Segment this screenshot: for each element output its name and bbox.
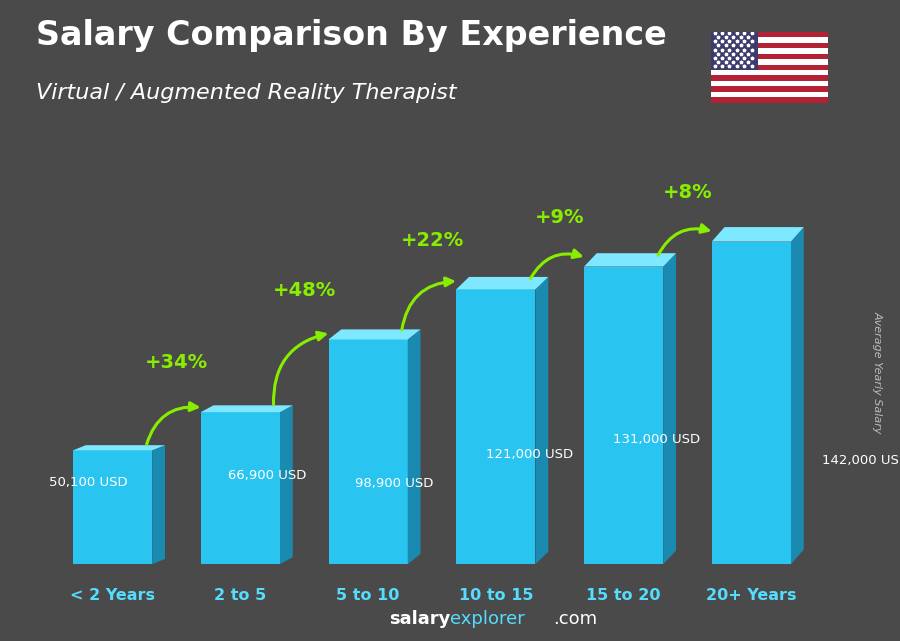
Polygon shape bbox=[456, 289, 536, 564]
Polygon shape bbox=[712, 227, 804, 242]
Bar bbox=[711, 76, 828, 81]
Polygon shape bbox=[328, 340, 408, 564]
Text: salary: salary bbox=[389, 610, 450, 628]
Polygon shape bbox=[201, 405, 292, 412]
Text: Salary Comparison By Experience: Salary Comparison By Experience bbox=[36, 19, 667, 52]
Bar bbox=[711, 37, 828, 43]
Text: +8%: +8% bbox=[662, 183, 712, 202]
Polygon shape bbox=[328, 329, 420, 340]
Text: < 2 Years: < 2 Years bbox=[70, 588, 155, 603]
Polygon shape bbox=[201, 412, 280, 564]
Text: explorer: explorer bbox=[450, 610, 525, 628]
Bar bbox=[711, 87, 828, 92]
Polygon shape bbox=[536, 277, 548, 564]
Text: 15 to 20: 15 to 20 bbox=[587, 588, 661, 603]
Text: +34%: +34% bbox=[145, 353, 208, 372]
Text: Average Yearly Salary: Average Yearly Salary bbox=[872, 310, 883, 433]
Polygon shape bbox=[663, 253, 676, 564]
Polygon shape bbox=[73, 445, 165, 451]
Polygon shape bbox=[408, 329, 420, 564]
Text: Virtual / Augmented Reality Therapist: Virtual / Augmented Reality Therapist bbox=[36, 83, 456, 103]
Text: 121,000 USD: 121,000 USD bbox=[486, 447, 572, 461]
Text: +48%: +48% bbox=[273, 281, 336, 300]
Text: 131,000 USD: 131,000 USD bbox=[614, 433, 700, 445]
Text: .com: .com bbox=[554, 610, 598, 628]
Text: +22%: +22% bbox=[400, 231, 464, 249]
Polygon shape bbox=[456, 277, 548, 289]
Text: 66,900 USD: 66,900 USD bbox=[228, 469, 306, 483]
Polygon shape bbox=[280, 405, 292, 564]
Bar bbox=[711, 65, 828, 70]
Bar bbox=[711, 59, 828, 65]
Text: 50,100 USD: 50,100 USD bbox=[49, 476, 128, 488]
Bar bbox=[711, 32, 758, 70]
Polygon shape bbox=[584, 253, 676, 267]
Bar bbox=[711, 92, 828, 97]
Bar bbox=[711, 81, 828, 87]
Bar bbox=[711, 97, 828, 103]
Polygon shape bbox=[152, 445, 165, 564]
Bar bbox=[711, 43, 828, 48]
Text: 98,900 USD: 98,900 USD bbox=[356, 477, 434, 490]
Text: 5 to 10: 5 to 10 bbox=[337, 588, 400, 603]
Bar bbox=[711, 70, 828, 76]
Text: 2 to 5: 2 to 5 bbox=[214, 588, 266, 603]
Bar bbox=[711, 32, 828, 37]
Bar bbox=[711, 48, 828, 54]
Text: 142,000 USD: 142,000 USD bbox=[822, 454, 900, 467]
Text: 10 to 15: 10 to 15 bbox=[459, 588, 533, 603]
Polygon shape bbox=[584, 267, 663, 564]
Polygon shape bbox=[791, 227, 804, 564]
Bar bbox=[711, 54, 828, 59]
Text: +9%: +9% bbox=[535, 208, 584, 227]
Polygon shape bbox=[712, 242, 791, 564]
Polygon shape bbox=[73, 451, 152, 564]
Text: 20+ Years: 20+ Years bbox=[706, 588, 796, 603]
